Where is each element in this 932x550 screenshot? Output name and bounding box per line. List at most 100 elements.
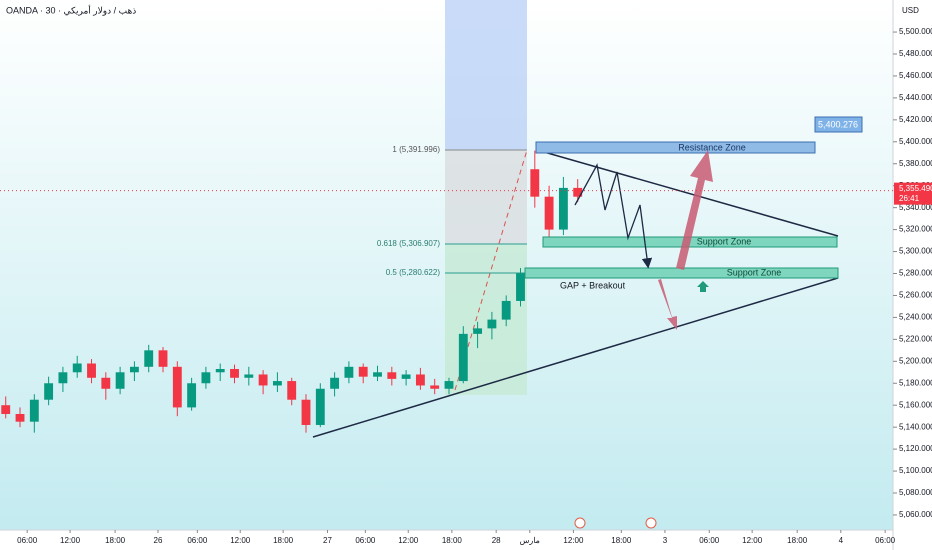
y-tick-label: 5,460.000: [899, 71, 932, 80]
candle-body: [301, 399, 311, 425]
fib-label: 0.5 (5,280.622): [386, 268, 441, 277]
candle-body: [215, 368, 225, 373]
price-axis-panel: [893, 0, 932, 550]
candle-body: [44, 383, 54, 400]
candle-body: [244, 374, 254, 378]
x-tick-label: 18:00: [273, 536, 294, 545]
candle-body: [415, 374, 425, 386]
y-tick-label: 5,420.000: [899, 115, 932, 124]
candle-body: [373, 372, 382, 377]
chart-title: OANDA · 30 · ذهب / دولار أمريكي: [6, 3, 136, 16]
time-axis-panel: [0, 530, 893, 550]
zone-label: Support Zone: [697, 236, 752, 246]
y-tick-label: 5,080.000: [899, 488, 932, 497]
trend-line: [312, 277, 839, 438]
y-tick-label: 5,280.000: [899, 269, 932, 278]
y-tick-label: 5,300.000: [899, 247, 932, 256]
candle-body: [344, 366, 354, 378]
annotation: GAP + Breakout: [560, 280, 626, 290]
candle-body: [287, 381, 297, 400]
candles: [1, 150, 583, 433]
x-tick-label: 27: [323, 536, 332, 545]
x-tick-label: 18:00: [105, 536, 126, 545]
candle-body: [1, 405, 11, 414]
candle-body: [201, 372, 211, 384]
fib-label: 1 (5,391.996): [392, 145, 440, 154]
y-tick-label: 5,500.000: [899, 27, 932, 36]
x-tick-label: مارس: [520, 536, 540, 545]
countdown: 26:41: [899, 194, 920, 203]
x-tick-label: 12:00: [230, 536, 251, 545]
x-tick-label: 18:00: [611, 536, 632, 545]
candle-body: [115, 372, 125, 389]
x-tick-label: 06:00: [875, 536, 896, 545]
candle-body: [87, 363, 96, 378]
fib-zone: [445, 0, 527, 150]
projection-path: [574, 163, 653, 269]
event-icon: [574, 517, 586, 529]
y-tick-label: 5,060.000: [899, 510, 932, 519]
bear-arrow: [658, 279, 677, 330]
candle-body: [129, 366, 139, 373]
y-tick-label: 5,120.000: [899, 444, 932, 453]
candle-body: [401, 374, 411, 379]
y-tick-label: 5,220.000: [899, 334, 932, 343]
fib-zone: [445, 150, 527, 244]
x-tick-label: 12:00: [742, 536, 763, 545]
candle-body: [487, 319, 497, 329]
up-arrow: [697, 281, 709, 292]
candle-body: [330, 377, 340, 389]
candle-body: [516, 273, 525, 301]
y-tick-label: 5,380.000: [899, 159, 932, 168]
zone-label: Support Zone: [727, 267, 782, 277]
candle-body: [172, 366, 182, 408]
candle-body: [258, 374, 268, 386]
candle-body: [430, 385, 440, 389]
fib-trend: [454, 149, 528, 391]
x-tick-label: 3: [663, 536, 668, 545]
candle-body: [101, 377, 111, 389]
target-box: [814, 116, 863, 133]
candle-body: [530, 169, 540, 197]
candle-body: [573, 187, 583, 197]
target-label: 5,400.276: [818, 119, 858, 129]
x-tick-label: 18:00: [787, 536, 808, 545]
x-tick-label: 12:00: [60, 536, 81, 545]
candle-body: [72, 363, 82, 373]
fib-zone: [445, 244, 527, 395]
y-tick-label: 5,160.000: [899, 400, 932, 409]
zone-label: Resistance Zone: [678, 142, 746, 152]
fib-label: 0.618 (5,306.907): [377, 239, 440, 248]
y-tick-label: 5,320.000: [899, 225, 932, 234]
candle-body: [58, 372, 68, 384]
y-tick-label: 5,200.000: [899, 356, 932, 365]
y-tick-label: 5,340.000: [899, 203, 932, 212]
candle-body: [558, 187, 568, 230]
candle-body: [230, 368, 239, 378]
candle-body: [444, 381, 454, 389]
x-tick-label: 12:00: [563, 536, 584, 545]
last-price-badge: [894, 182, 932, 205]
x-tick-label: 26: [154, 536, 163, 545]
y-tick-label: 5,100.000: [899, 466, 932, 475]
y-tick-label: 5,480.000: [899, 49, 932, 58]
last-price-label: 5,355.490: [899, 184, 932, 193]
x-tick-label: 06:00: [17, 536, 38, 545]
candle-body: [15, 413, 25, 422]
candle-body: [473, 328, 483, 334]
candle-body: [187, 383, 197, 408]
candle-body: [458, 333, 468, 382]
x-tick-label: 12:00: [398, 536, 419, 545]
axes: 5,060.000 5,080.000 5,100.000 5,120.000 5,14…: [0, 27, 932, 545]
candle-body: [29, 399, 39, 422]
event-icon: [645, 517, 657, 529]
bull-arrow: [676, 150, 713, 270]
candle-body: [358, 366, 368, 377]
x-tick-label: 06:00: [355, 536, 376, 545]
candle-body: [544, 196, 554, 230]
trend-line: [536, 149, 839, 237]
x-tick-label: 4: [839, 536, 844, 545]
candle-body: [158, 350, 168, 367]
y-axis-unit: USD: [902, 6, 919, 15]
